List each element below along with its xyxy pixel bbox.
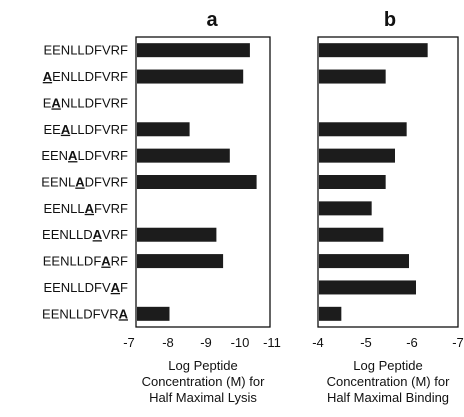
- tick-label: -8: [162, 335, 174, 350]
- alanine-substitution: A: [61, 122, 71, 137]
- peptide-label: EENLLDFVRA: [42, 306, 129, 321]
- bar: [137, 175, 257, 189]
- bar: [137, 148, 230, 163]
- label-part: LDFVRF: [77, 148, 128, 163]
- label-part: F: [120, 280, 128, 295]
- tick-label: -9: [200, 335, 212, 350]
- label-part: NLLDFVRF: [61, 95, 128, 110]
- axis-label: Half Maximal Lysis: [149, 390, 257, 405]
- bar: [319, 69, 386, 84]
- alanine-substitution: A: [75, 175, 85, 190]
- peptide-label: EENALDFVRF: [41, 148, 128, 163]
- peptide-label: EENLLDFVRF: [43, 43, 128, 58]
- bar: [319, 148, 395, 163]
- label-part: EE: [43, 122, 61, 137]
- axis-label: Concentration (M) for: [142, 374, 265, 389]
- tick-label: -5: [360, 335, 372, 350]
- bar: [137, 227, 217, 242]
- bar: [137, 122, 190, 137]
- alanine-substitution: A: [68, 148, 78, 163]
- label-part: VRF: [102, 227, 128, 242]
- tick-label: -6: [406, 335, 418, 350]
- bar: [137, 254, 224, 269]
- label-part: EENLL: [43, 201, 84, 216]
- panel-title: b: [384, 9, 396, 31]
- tick-label: -11: [263, 335, 281, 350]
- panel-title: a: [206, 9, 218, 31]
- label-part: FVRF: [94, 201, 128, 216]
- label-part: RF: [111, 254, 128, 269]
- peptide-label: EENLLDAVRF: [42, 227, 128, 242]
- bar: [319, 43, 428, 58]
- bar: [137, 306, 170, 321]
- label-part: EENLLDFVRF: [43, 43, 128, 58]
- bar: [319, 227, 384, 242]
- label-part: EEN: [41, 148, 68, 163]
- label-part: DFVRF: [85, 175, 128, 190]
- alanine-substitution: A: [43, 69, 53, 84]
- label-part: EENLLD: [42, 227, 93, 242]
- bar: [319, 306, 342, 321]
- peptide-label: EENLLAFVRF: [43, 201, 128, 216]
- label-part: ENLLDFVRF: [52, 69, 128, 84]
- label-part: EENLLDFV: [43, 280, 111, 295]
- bar: [137, 43, 250, 58]
- label-part: EENLLDF: [43, 254, 102, 269]
- alanine-substitution: A: [111, 280, 121, 295]
- peptide-label: EENLADFVRF: [41, 175, 128, 190]
- plot-frame: [317, 36, 459, 328]
- axis-label: Log Peptide: [353, 358, 422, 373]
- bar: [319, 175, 386, 189]
- bar: [319, 122, 407, 137]
- axis-label: Half Maximal Binding: [327, 390, 449, 405]
- label-part: E: [43, 95, 52, 110]
- peptide-label: EEALLDFVRF: [43, 122, 128, 137]
- peptide-label: AENLLDFVRF: [43, 69, 128, 84]
- tick-label: -10: [231, 335, 250, 350]
- bar: [319, 254, 409, 269]
- peptide-labels: EENLLDFVRFAENLLDFVRFEANLLDFVRFEEALLDFVRF…: [41, 43, 128, 322]
- axis-label: Log Peptide: [168, 358, 237, 373]
- tick-label: -7: [452, 335, 464, 350]
- peptide-label: EENLLDFVAF: [43, 280, 128, 295]
- peptide-label: EANLLDFVRF: [43, 95, 128, 110]
- bar: [319, 280, 416, 295]
- tick-label: -7: [123, 335, 135, 350]
- alanine-substitution: A: [119, 306, 129, 321]
- alanine-substitution: A: [93, 227, 103, 242]
- bar: [319, 201, 372, 216]
- label-part: LLDFVRF: [70, 122, 128, 137]
- alanine-substitution: A: [85, 201, 95, 216]
- plot-frame: [135, 36, 271, 328]
- axis-label: Concentration (M) for: [327, 374, 450, 389]
- label-part: EENL: [41, 175, 75, 190]
- tick-label: -4: [312, 335, 324, 350]
- peptide-label: EENLLDFARF: [43, 254, 128, 269]
- bar: [137, 69, 244, 84]
- alanine-substitution: A: [101, 254, 111, 269]
- alanine-substitution: A: [51, 95, 61, 110]
- label-part: EENLLDFVR: [42, 306, 119, 321]
